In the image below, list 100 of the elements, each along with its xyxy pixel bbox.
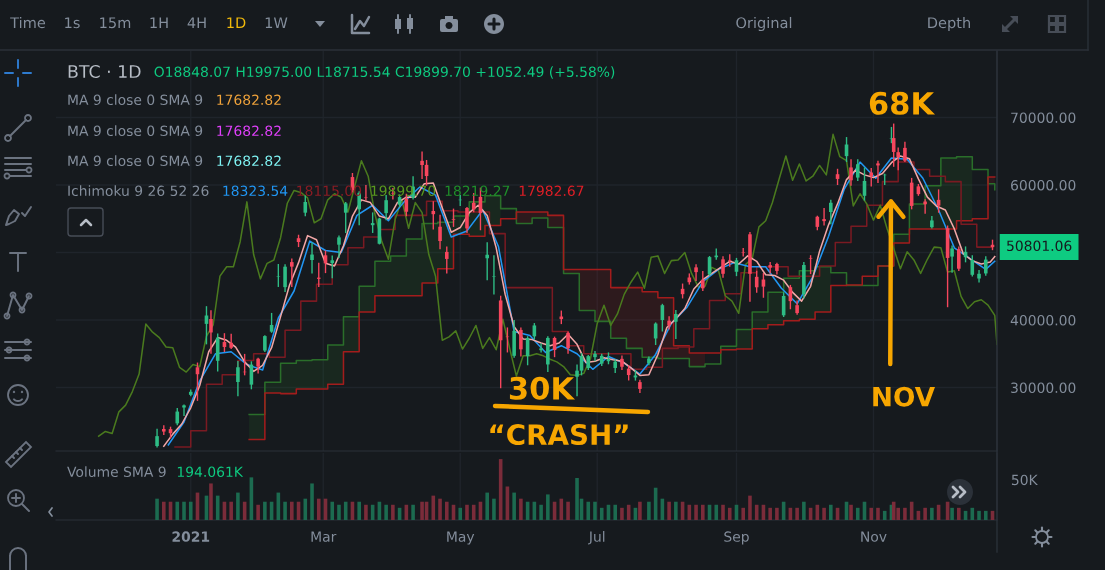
bar: [188, 501, 193, 520]
text: Time: [10, 16, 46, 29]
bar: [802, 501, 806, 520]
text: 1s: [65, 17, 80, 29]
candlestick: [876, 160, 880, 184]
candlestick: [575, 364, 579, 397]
candlestick: [337, 235, 341, 258]
bar: [674, 501, 678, 520]
candlestick: [182, 404, 186, 417]
bar: [438, 498, 442, 520]
annotation: MA 9 close 0 SMA 9: [68, 155, 203, 167]
x-tick-label: 2021: [172, 531, 210, 542]
bar: [923, 507, 927, 520]
annotation: Ichimoku 9 26 52 26: [68, 185, 209, 197]
bar: [444, 501, 449, 520]
bar: [209, 483, 213, 520]
y-tick-label: 40000.00: [1010, 315, 1076, 326]
bar: [303, 498, 308, 520]
text: BTC · 1D: [68, 64, 141, 79]
candlestick: [316, 262, 321, 287]
annotation: 18323.54: [223, 185, 288, 197]
candlestick: [229, 333, 233, 350]
bar: [694, 504, 698, 520]
text: 1D: [227, 17, 246, 29]
candlestick: [957, 246, 961, 272]
text: 50801.06: [1007, 240, 1072, 252]
bar: [727, 507, 732, 520]
annotation: MA 9 close 0 SMA 9: [68, 125, 203, 137]
annotation: 17682.82: [217, 155, 281, 167]
annotation: MA 9 close 0 SMA 9: [68, 94, 203, 106]
bar: [229, 501, 233, 520]
candlestick: [970, 255, 975, 277]
candlestick: [364, 185, 368, 201]
annotation: NOV: [873, 386, 935, 407]
bar: [950, 507, 954, 520]
bar: [519, 498, 523, 520]
bar: [977, 510, 981, 520]
x-tick-label: Mar: [311, 531, 337, 542]
candlestick: [983, 256, 988, 276]
bar: [310, 483, 314, 520]
candlestick: [492, 255, 496, 295]
candlestick: [647, 356, 651, 366]
x-tick-label: Sep: [724, 531, 749, 545]
y-tick-label: 30000.00: [1011, 382, 1076, 394]
candlestick: [903, 141, 907, 163]
bar: [465, 504, 469, 520]
annotation: 194.061K: [177, 466, 244, 478]
bar: [882, 510, 887, 520]
bar: [957, 507, 961, 520]
bar: [876, 507, 880, 520]
bar: [849, 504, 853, 520]
candlestick: [694, 264, 698, 281]
bar: [512, 492, 516, 520]
bar: [647, 501, 651, 520]
x-tick-label: Jul: [588, 531, 605, 545]
x-tick-label: May: [447, 531, 475, 545]
bar: [903, 507, 907, 520]
bar: [337, 504, 341, 520]
bar: [391, 504, 395, 520]
bar: [458, 507, 463, 520]
bar: [701, 504, 705, 520]
bar: [256, 504, 260, 520]
candlestick: [721, 256, 725, 278]
candlestick: [855, 159, 860, 181]
candlestick: [950, 245, 954, 273]
bar: [855, 507, 860, 520]
candlestick: [667, 316, 671, 330]
bar: [546, 494, 550, 520]
candlestick: [209, 310, 213, 354]
text: 15m: [100, 17, 131, 29]
bar: [492, 498, 496, 520]
annotation: 17982.67: [519, 185, 584, 197]
annotation: “CRASH”: [490, 424, 628, 446]
candlestick: [438, 214, 442, 250]
bar: [471, 504, 476, 520]
bar: [384, 504, 388, 520]
bar: [283, 501, 287, 520]
bar: [175, 501, 180, 520]
candlestick: [593, 351, 597, 362]
bar: [714, 504, 719, 520]
bar: [721, 504, 725, 520]
bar: [795, 507, 799, 520]
bar: [290, 501, 294, 520]
bar: [236, 492, 240, 520]
annotation: Volume SMA 9: [67, 466, 166, 478]
annotation: O18848.07 H19975.00 L18715.54 C19899.70 +1052.49 (+5.58%): [154, 66, 615, 79]
bar: [343, 501, 348, 520]
bar: [586, 501, 591, 520]
annotation: 30K: [509, 376, 576, 400]
candlestick: [849, 159, 853, 186]
candlestick: [330, 255, 335, 279]
candlestick: [566, 331, 570, 354]
bar: [593, 501, 597, 520]
bar: [263, 501, 267, 520]
bar: [155, 498, 159, 520]
candlestick: [485, 242, 489, 281]
bar: [182, 501, 186, 520]
candlestick: [822, 207, 826, 226]
candlestick: [539, 343, 543, 353]
candlestick: [465, 206, 469, 233]
